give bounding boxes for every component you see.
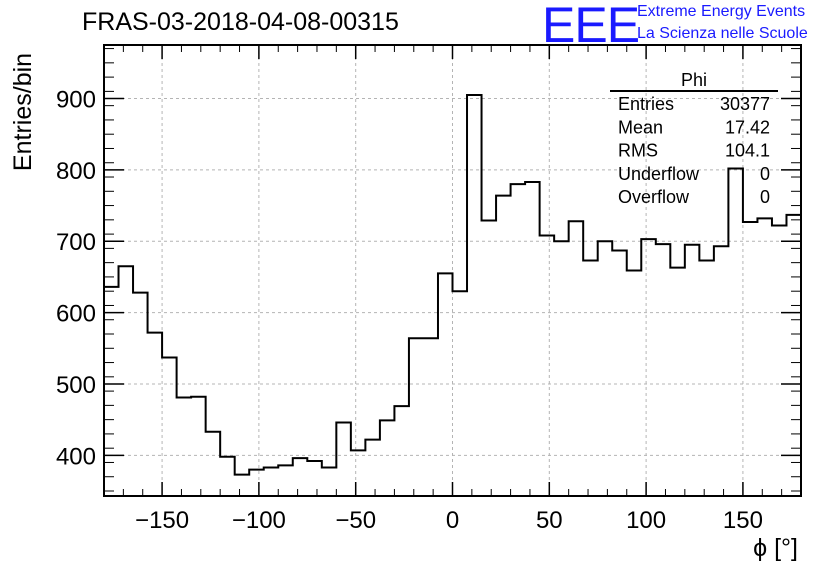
stats-row-value: 0	[760, 187, 770, 207]
x-tick-label: 0	[446, 507, 459, 534]
histogram-layer	[104, 93, 802, 476]
stats-row-value: 0	[760, 164, 770, 184]
y-tick-label: 400	[56, 443, 96, 470]
y-tick-label: 600	[56, 301, 96, 328]
x-axis-label: ϕ [°]	[753, 534, 798, 562]
grid-layer	[104, 45, 801, 496]
x-tick-label: 150	[723, 507, 763, 534]
x-tick-label: −150	[135, 507, 189, 534]
logo-line-1: Extreme Energy Events	[637, 3, 806, 20]
y-axis-label: Entries/bin	[9, 53, 37, 171]
stats-row-label: Entries	[618, 94, 674, 114]
stats-row-value: 17.42	[725, 117, 770, 137]
y-tick-label: 700	[56, 229, 96, 256]
x-tick-label: 50	[536, 507, 563, 534]
stats-row-value: 104.1	[725, 141, 770, 161]
histogram-outline	[104, 93, 802, 476]
y-tick-label: 900	[56, 87, 96, 114]
x-tick-label: −100	[232, 507, 286, 534]
x-tick-label: −50	[335, 507, 376, 534]
stats-row-value: 30377	[720, 94, 770, 114]
y-tick-label: 800	[56, 158, 96, 185]
ticks-layer: −150 −100 −50 0 50 100 150 400 500 600 700 800 900	[56, 45, 802, 534]
stats-row-label: RMS	[618, 141, 658, 161]
x-tick-label: 100	[626, 507, 666, 534]
y-tick-label: 500	[56, 372, 96, 399]
stats-row-label: Mean	[618, 117, 663, 137]
logo-line-2: La Scienza nelle Scuole	[637, 25, 808, 42]
chart-title: FRAS-03-2018-04-08-00315	[82, 8, 399, 36]
stats-box: Phi Entries 30377 Mean 17.42 RMS 104.1 Underfl…	[610, 70, 778, 207]
stats-row-label: Underflow	[618, 164, 700, 184]
stats-box-name: Phi	[681, 70, 707, 90]
stats-row-label: Overflow	[618, 187, 690, 207]
